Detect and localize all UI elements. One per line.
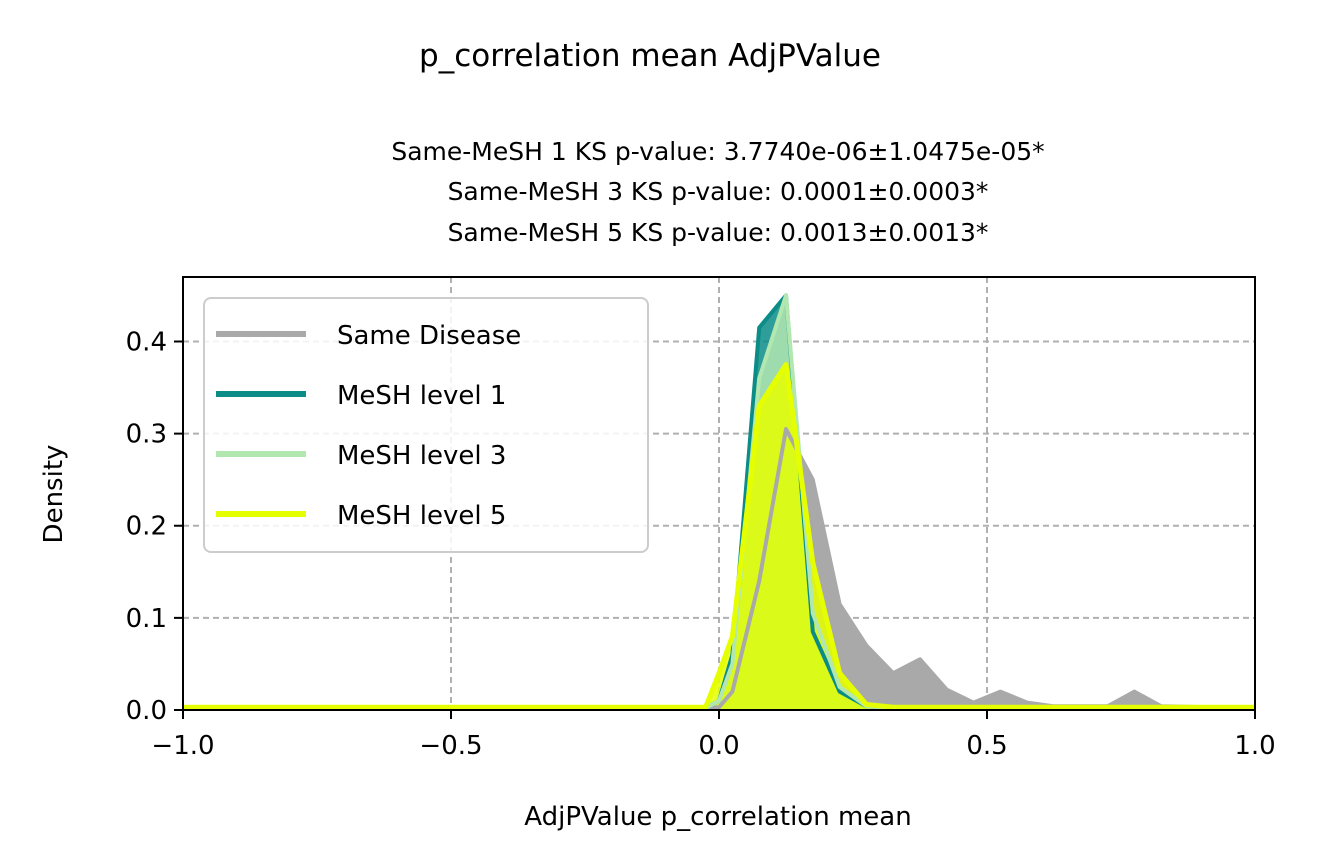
x-tick-label-4: 1.0 <box>1234 731 1275 761</box>
chart-subtitle-line-3: Same-MeSH 5 KS p-value: 0.0013±0.0013* <box>448 218 989 247</box>
y-tick-label-0: 0.0 <box>126 696 167 726</box>
y-tick-label-2: 0.2 <box>126 512 167 542</box>
legend-label-1: Same Disease <box>337 321 521 351</box>
chart-subtitle-line-1: Same-MeSH 1 KS p-value: 3.7740e-06±1.047… <box>391 137 1044 166</box>
x-axis-ticks: −1.0 −0.5 0.0 0.5 1.0 <box>151 710 1276 761</box>
y-axis-ticks: 0.0 0.1 0.2 0.3 0.4 <box>126 327 183 726</box>
x-tick-label-0: −1.0 <box>151 731 214 761</box>
y-tick-label-4: 0.4 <box>126 327 167 357</box>
x-tick-label-2: 0.0 <box>698 731 739 761</box>
legend: Same Disease MeSH level 1 MeSH level 3 MeSH… <box>203 297 649 553</box>
x-tick-label-3: 0.5 <box>966 731 1007 761</box>
legend-label-2: MeSH level 1 <box>337 381 506 411</box>
x-axis-label: AdjPValue p_correlation mean <box>524 802 911 832</box>
x-tick-label-1: −0.5 <box>419 731 482 761</box>
grid-lines <box>183 277 1255 710</box>
y-axis-label: Density <box>39 445 69 544</box>
legend-box <box>203 297 649 553</box>
legend-entries: Same Disease MeSH level 1 MeSH level 3 MeSH… <box>216 321 521 531</box>
legend-label-4: MeSH level 5 <box>337 501 506 531</box>
chart-title: p_correlation mean AdjPValue <box>419 38 881 74</box>
chart-subtitle-line-2: Same-MeSH 3 KS p-value: 0.0001±0.0003* <box>448 177 989 206</box>
legend-label-3: MeSH level 3 <box>337 441 506 471</box>
y-tick-label-3: 0.3 <box>126 420 167 450</box>
line-series-4 <box>183 362 1255 710</box>
density-lines <box>183 293 1256 711</box>
y-tick-label-1: 0.1 <box>126 604 167 634</box>
